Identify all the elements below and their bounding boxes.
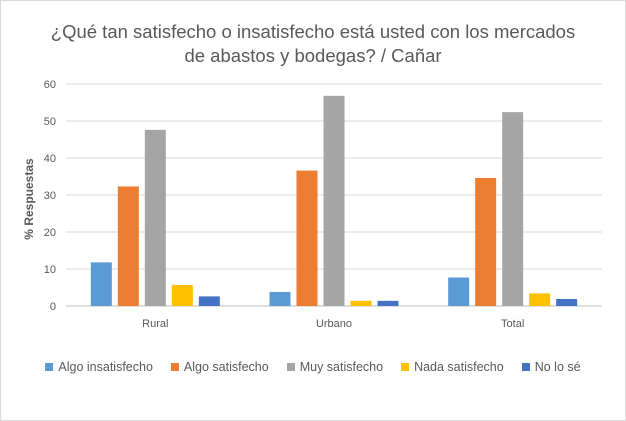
- bar-total-1: [475, 177, 497, 306]
- bar-rural-4: [198, 296, 220, 306]
- legend-item: Algo satisfecho: [170, 360, 269, 374]
- legend-item: No lo sé: [521, 360, 581, 374]
- chart-title-line-1: ¿Qué tan satisfecho o insatisfecho está …: [50, 21, 576, 42]
- bar-total-3: [529, 293, 551, 306]
- legend-label: Algo satisfecho: [183, 360, 269, 374]
- chart-title-line-2: de abastos y bodegas? / Cañar: [184, 45, 442, 66]
- y-tick-label: 10: [44, 264, 56, 276]
- legend-swatch: [45, 363, 54, 371]
- y-tick-label: 60: [44, 79, 56, 91]
- legend-label: No lo sé: [534, 360, 581, 374]
- y-tick-label: 30: [44, 190, 56, 202]
- bar-total-0: [448, 277, 470, 306]
- bars: [90, 95, 578, 307]
- legend: Algo insatisfecho Algo satisfecho Muy sati…: [0, 360, 626, 374]
- bar-total-4: [556, 298, 578, 306]
- bar-rural-0: [90, 262, 112, 306]
- x-tick-label: Total: [501, 318, 524, 330]
- y-tick-label: 20: [44, 227, 56, 239]
- bar-urbano-3: [350, 300, 372, 306]
- x-tick-label: Rural: [142, 318, 168, 330]
- legend-swatch: [521, 363, 530, 371]
- bar-rural-1: [117, 186, 139, 306]
- legend-swatch: [401, 363, 410, 371]
- legend-swatch: [286, 363, 295, 371]
- bar-rural-2: [144, 129, 166, 306]
- legend-label: Muy satisfecho: [299, 360, 384, 374]
- bar-urbano-2: [323, 95, 345, 306]
- y-tick-label: 40: [44, 153, 56, 165]
- legend-swatch: [170, 363, 179, 371]
- x-axis-ticks: Rural Urbano Total: [142, 318, 524, 330]
- legend-label: Nada satisfecho: [414, 360, 504, 374]
- chart-title: ¿Qué tan satisfecho o insatisfecho está …: [40, 20, 586, 68]
- y-axis-ticks: 0 10 20 30 40 50 60: [44, 79, 56, 313]
- legend-item: Muy satisfecho: [286, 360, 384, 374]
- bar-urbano-4: [377, 300, 399, 306]
- bar-urbano-0: [269, 291, 291, 306]
- bar-urbano-1: [296, 170, 318, 306]
- y-tick-label: 50: [44, 116, 56, 128]
- bar-rural-3: [171, 284, 193, 306]
- y-tick-label: 0: [50, 301, 56, 313]
- bar-total-2: [502, 112, 524, 307]
- legend-item: Algo insatisfecho: [45, 360, 153, 374]
- x-tick-label: Urbano: [316, 318, 352, 330]
- legend-label: Algo insatisfecho: [58, 360, 153, 374]
- legend-item: Nada satisfecho: [401, 360, 504, 374]
- y-axis-title: % Respuestas: [22, 158, 36, 240]
